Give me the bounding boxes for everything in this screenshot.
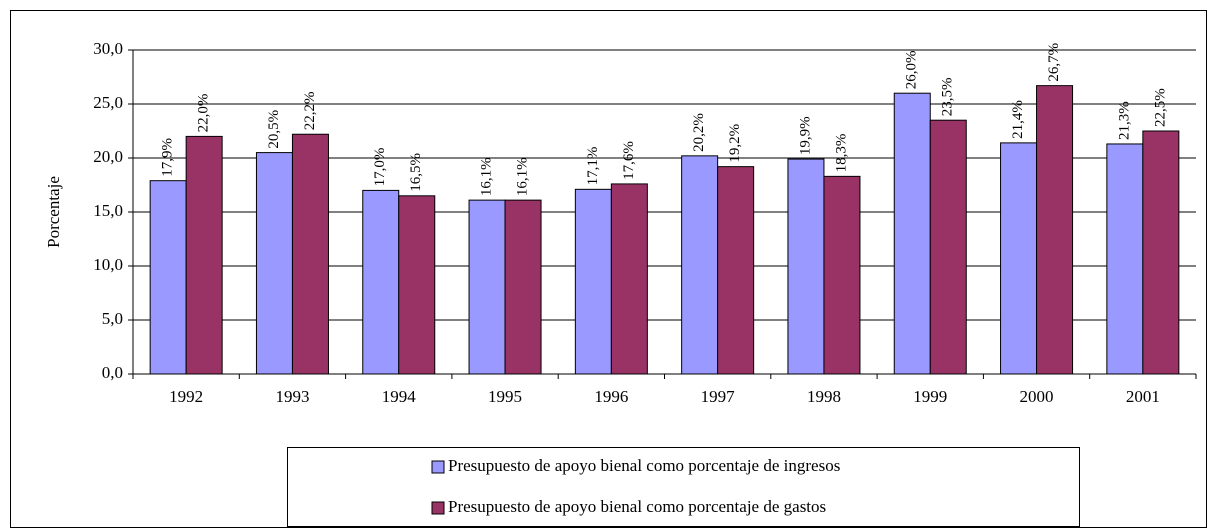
bar [787, 158, 825, 375]
bar [1106, 143, 1144, 375]
x-tick-label: 1995 [488, 387, 522, 406]
value-label: 20,5% [266, 110, 282, 149]
x-tick-label: 2000 [1020, 387, 1054, 406]
legend-label: Presupuesto de apoyo bienal como porcent… [448, 456, 840, 475]
bar [717, 166, 755, 375]
x-tick-label: 1996 [594, 387, 628, 406]
x-tick-label: 1992 [169, 387, 203, 406]
bar [610, 183, 648, 375]
bar [823, 175, 861, 375]
bar [255, 152, 293, 375]
bar [291, 133, 329, 375]
value-label: 26,0% [904, 50, 920, 89]
x-tick-label: 1998 [807, 387, 841, 406]
x-tick-label: 1993 [275, 387, 309, 406]
bar [504, 199, 542, 375]
value-label: 21,4% [1010, 100, 1026, 139]
value-label: 16,1% [514, 157, 530, 196]
y-tick-label: 30,0 [93, 39, 123, 58]
bar [1036, 85, 1074, 375]
value-label: 19,9% [797, 116, 813, 155]
legend-swatch [431, 501, 445, 515]
value-label: 23,5% [940, 77, 956, 116]
value-label: 22,0% [196, 94, 212, 133]
bar [681, 155, 719, 375]
bar [893, 92, 931, 375]
x-tick-label: 1999 [913, 387, 947, 406]
value-label: 19,2% [727, 124, 743, 163]
y-tick-label: 5,0 [102, 309, 123, 328]
y-tick-label: 25,0 [93, 93, 123, 112]
y-axis-label: Porcentaje [44, 176, 63, 248]
legend-label: Presupuesto de apoyo bienal como porcent… [448, 497, 826, 516]
y-tick-label: 10,0 [93, 255, 123, 274]
bar [929, 119, 967, 375]
x-tick-label: 1994 [382, 387, 417, 406]
legend-swatch [431, 460, 445, 474]
bar [1000, 142, 1038, 375]
y-tick-label: 15,0 [93, 201, 123, 220]
bar [574, 188, 612, 375]
bar [149, 180, 187, 375]
bar [185, 135, 223, 375]
legend [287, 447, 1080, 527]
y-tick-label: 20,0 [93, 147, 123, 166]
value-label: 21,3% [1116, 101, 1132, 140]
value-label: 16,1% [478, 157, 494, 196]
value-label: 22,2% [302, 91, 318, 130]
bar [362, 189, 400, 375]
x-tick-label: 2001 [1126, 387, 1160, 406]
value-label: 17,0% [372, 148, 388, 187]
value-label: 17,6% [621, 141, 637, 180]
value-label: 22,5% [1152, 88, 1168, 127]
value-label: 20,2% [691, 113, 707, 152]
bar [398, 195, 436, 375]
value-label: 16,5% [408, 153, 424, 192]
value-label: 17,1% [585, 147, 601, 186]
bar [1142, 130, 1180, 375]
value-label: 17,9% [160, 138, 176, 177]
value-label: 18,3% [833, 134, 849, 173]
value-label: 26,7% [1046, 43, 1062, 82]
y-tick-label: 0,0 [102, 363, 123, 382]
x-tick-label: 1997 [701, 387, 736, 406]
bar [468, 199, 506, 375]
